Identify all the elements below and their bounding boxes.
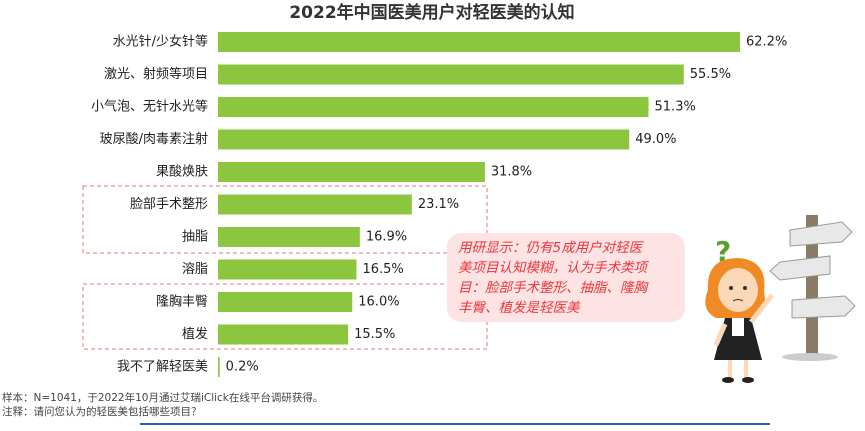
category-label: 隆胸丰臀: [156, 295, 208, 310]
category-label: 激光、射频等项目: [104, 66, 208, 82]
note: 注释：请问您认为的轻医美包括哪些项目？: [2, 405, 202, 418]
value-label: 16.0%: [358, 295, 399, 310]
bar: [218, 227, 360, 247]
bar: [218, 32, 740, 52]
note: 样本：N=1041，于2022年10月通过艾瑞iClick在线平台调研获得。: [2, 391, 323, 404]
value-label: 23.1%: [418, 197, 459, 212]
value-label: 16.5%: [362, 262, 403, 277]
category-label: 果酸焕肤: [156, 165, 208, 180]
category-label: 溶脂: [182, 262, 208, 277]
category-label: 水光针/少女针等: [113, 34, 208, 50]
bar: [218, 292, 353, 312]
bar: [218, 162, 485, 182]
chart-title: 2022年中国医美用户对轻医美的认知: [289, 2, 574, 23]
value-label: 49.0%: [635, 132, 676, 147]
value-label: 62.2%: [746, 35, 787, 50]
value-label: 51.3%: [655, 100, 696, 115]
bar: [218, 97, 649, 117]
callout-text: 目：脸部手术整形、抽脂、隆胸: [458, 280, 649, 296]
category-label: 抽脂: [182, 230, 208, 245]
callout-text: 丰臀、植发是轻医美: [458, 300, 581, 316]
callout: 用研显示：仍有5成用户对轻医美项目认知模糊，认为手术类项目：脸部手术整形、抽脂、…: [458, 240, 649, 316]
callout-text: 用研显示：仍有5成用户对轻医: [458, 240, 645, 256]
category-label: 植发: [182, 326, 208, 342]
bar: [218, 324, 349, 345]
highlight-box: [82, 185, 488, 254]
callout-box: [447, 233, 685, 322]
value-label: 15.5%: [354, 327, 395, 342]
category-label: 小气泡、无针水光等: [91, 99, 208, 115]
bar: [218, 259, 357, 280]
bar: [218, 194, 412, 215]
category-label: 脸部手术整形: [130, 197, 208, 212]
category-label: 玻尿酸/肉毒素注射: [100, 131, 208, 147]
value-label: 0.2%: [226, 360, 259, 375]
value-label: 31.8%: [491, 165, 532, 180]
bar: [218, 357, 220, 377]
value-label: 55.5%: [690, 67, 731, 82]
callout-text: 美项目认知模糊，认为手术类项: [458, 260, 649, 276]
bar: [218, 64, 684, 85]
bar: [218, 129, 630, 150]
category-label: 我不了解轻医美: [117, 360, 208, 375]
value-label: 16.9%: [366, 230, 407, 245]
illustration: ?: [705, 215, 856, 383]
